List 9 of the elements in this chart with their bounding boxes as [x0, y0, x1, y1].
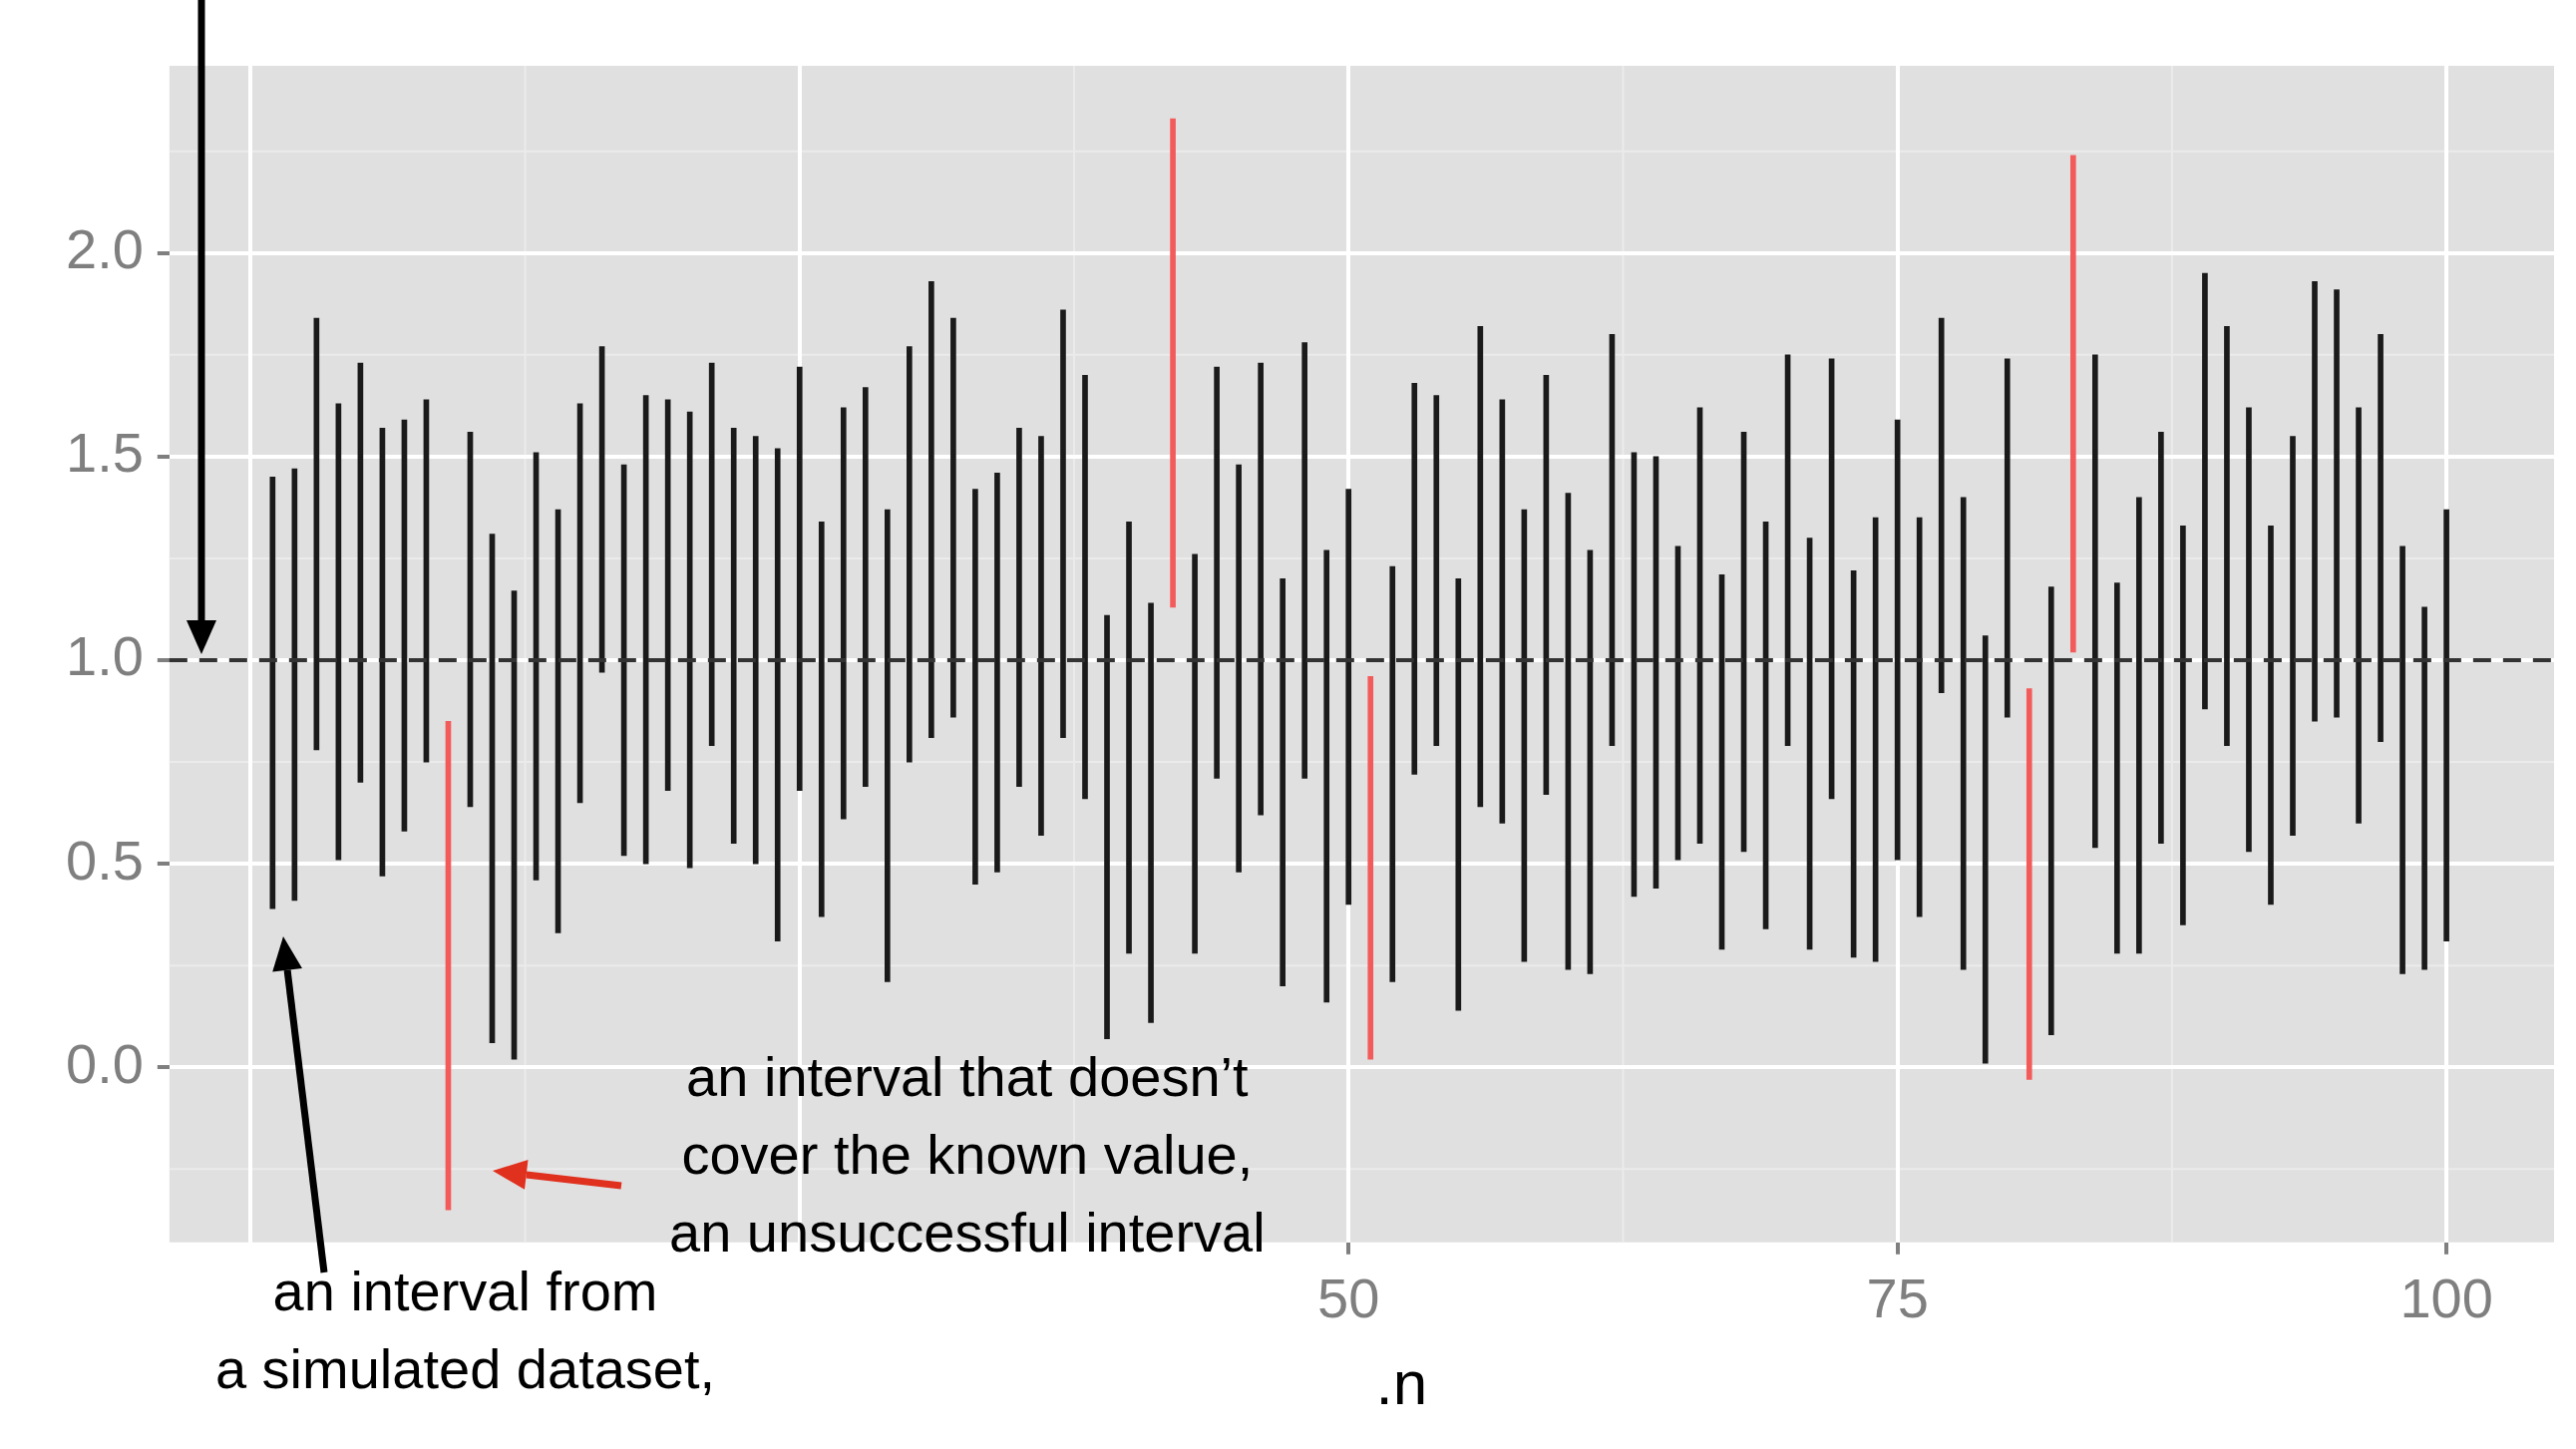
y-tick-label: 1.0	[65, 624, 144, 688]
y-tick-label: 0.5	[65, 828, 144, 892]
x-tick-label: 75	[1866, 1266, 1929, 1329]
y-tick-label: 2.0	[65, 217, 144, 281]
x-tick-label: 100	[2399, 1266, 2493, 1329]
x-axis-title: .n	[1375, 1346, 1428, 1418]
x-tick-label: 50	[1317, 1266, 1380, 1329]
y-tick-label: 0.0	[65, 1031, 144, 1095]
y-tick-label: 1.5	[65, 421, 144, 485]
